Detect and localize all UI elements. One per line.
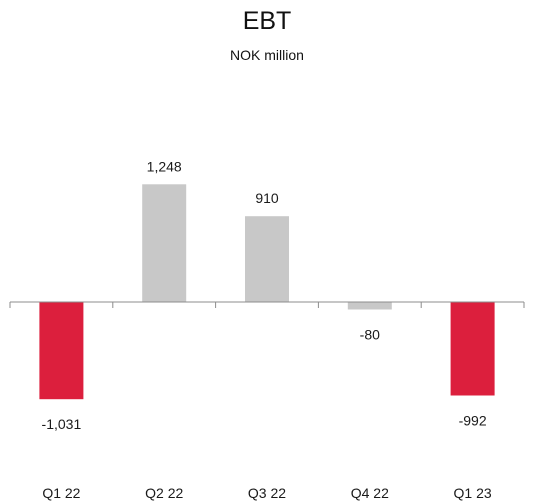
chart-subtitle: NOK million [230, 47, 304, 63]
value-label: -1,031 [42, 416, 82, 432]
bar-q1-23 [450, 302, 495, 396]
value-labels: -1,031 1,248 910 -80 -992 [42, 158, 487, 432]
bar-q4-22 [347, 302, 392, 310]
value-label: 910 [255, 190, 279, 206]
chart-title: EBT [242, 7, 292, 35]
category-labels: Q1 22 Q2 22 Q3 22 Q4 22 Q1 23 [42, 485, 492, 501]
category-label: Q2 22 [145, 485, 183, 501]
value-label: -992 [459, 413, 487, 429]
value-label: -80 [360, 327, 380, 343]
category-label: Q1 23 [454, 485, 492, 501]
category-label: Q3 22 [248, 485, 286, 501]
bars-layer [39, 184, 495, 400]
x-axis [9, 301, 525, 308]
value-label: 1,248 [147, 158, 182, 174]
bar-q3-22 [245, 216, 289, 302]
bar-q2-22 [142, 184, 187, 302]
category-label: Q1 22 [42, 485, 80, 501]
bar-q1-22 [39, 302, 84, 400]
category-label: Q4 22 [351, 485, 389, 501]
